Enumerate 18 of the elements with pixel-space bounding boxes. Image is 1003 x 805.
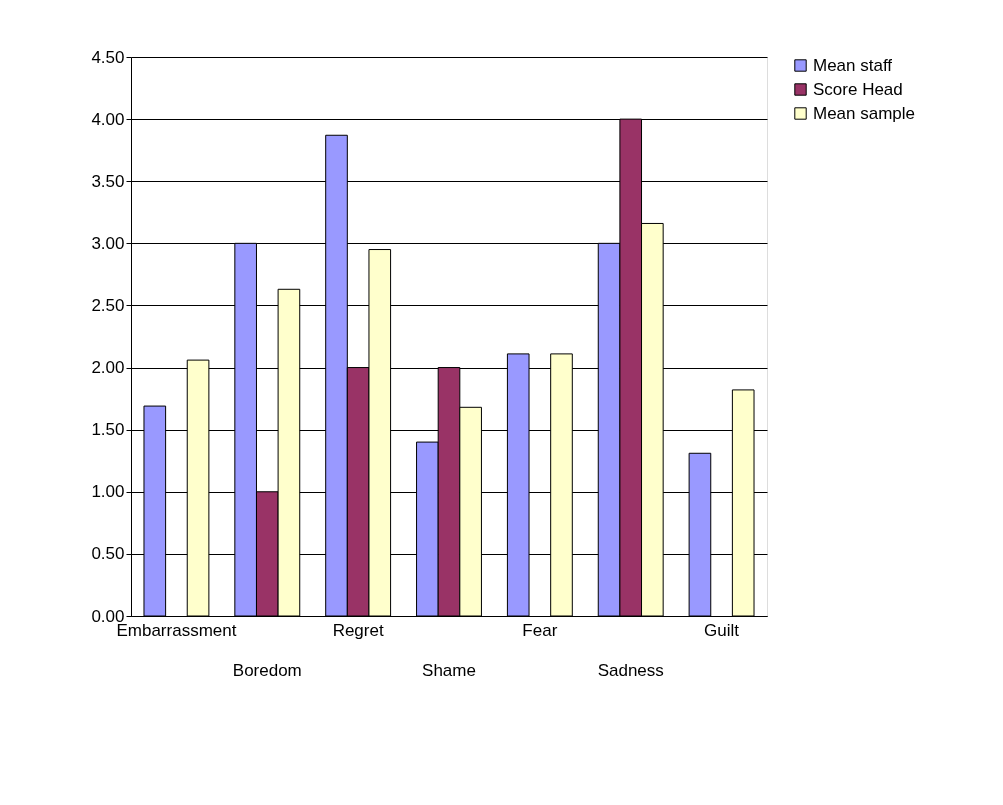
x-tick-label: Guilt [704, 620, 740, 640]
y-tick-label: 3.00 [91, 233, 125, 253]
x-tick-label: Fear [522, 620, 558, 640]
y-tick-label: 0.50 [91, 544, 125, 564]
y-tick-label: 4.00 [91, 109, 125, 129]
x-tick-label: Sadness [597, 660, 664, 680]
x-tick-label: Boredom [232, 660, 302, 680]
y-tick-label: 2.50 [91, 295, 125, 315]
legend-label: Score Head [813, 79, 903, 99]
y-tick-label: 2.00 [91, 358, 125, 378]
x-tick-label: Shame [422, 660, 476, 680]
legend-label: Mean staff [813, 55, 893, 75]
y-tick-label: 4.50 [91, 47, 125, 67]
y-tick-label: 3.50 [91, 171, 125, 191]
x-tick-label: Regret [332, 620, 384, 640]
legend-label: Mean sample [813, 103, 916, 123]
y-tick-label: 1.00 [91, 482, 125, 502]
y-tick-label: 1.50 [91, 420, 125, 440]
